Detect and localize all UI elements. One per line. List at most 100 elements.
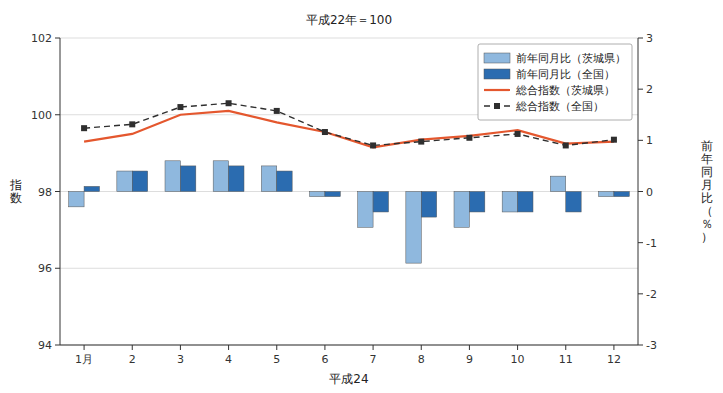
bar [69,192,84,207]
line-series [81,100,617,148]
x-tick [228,345,229,350]
bar [421,192,436,218]
x-tick-label: 12 [607,353,621,366]
y2-tick [638,242,643,243]
marker [515,131,521,137]
y2-tick [638,140,643,141]
y-tick [55,268,60,269]
x-tick-label: 1月 [75,353,93,366]
bar [599,192,614,197]
marker [129,121,135,127]
x-tick-label: 10 [511,353,525,366]
marker [322,129,328,135]
y-tick [55,114,60,115]
y2-axis-label-line: 同 [701,165,713,179]
y-tick-label: 100 [31,109,52,122]
legend-label: 総合指数（茨城県） [515,84,615,97]
x-tick-label: 7 [370,353,377,366]
bar [502,192,517,212]
x-tick [517,345,518,350]
x-tick [132,345,133,350]
bar-series [69,161,614,263]
y2-tick [638,38,643,39]
bar [454,192,469,228]
y-tick [55,38,60,39]
y-tick-label: 96 [38,262,52,275]
x-tick [373,345,374,350]
y2-tick-label: -2 [646,288,657,301]
marker [177,104,183,110]
x-tick-label: 5 [273,353,280,366]
bar [261,166,276,192]
y2-tick [638,345,643,346]
x-tick [565,345,566,350]
x-tick-label: 8 [418,353,425,366]
grid-line [60,38,638,39]
y-tick-label: 102 [31,32,52,45]
marker [563,142,569,148]
legend-swatch [484,89,510,91]
marker [274,108,280,114]
legend-marker [494,103,500,109]
y2-tick-label: 3 [646,32,653,45]
bar [566,192,581,212]
marker [611,137,617,143]
y2-axis-label-line: 月 [701,178,713,192]
y-tick [55,345,60,346]
marker [370,142,376,148]
plot-area [69,100,630,263]
marker [418,139,424,145]
y2-axis-label-line: ％ [701,217,713,231]
y-axis-label-line: 数 [10,191,22,205]
bar [132,171,147,191]
y2-axis-label-line: 前 [701,139,713,153]
grid [60,38,638,345]
bar [614,192,629,197]
bar [310,192,325,197]
marker [81,125,87,131]
bar [550,176,565,191]
y2-tick [638,293,643,294]
bar [373,192,388,212]
y2-tick-label: 1 [646,134,653,147]
grid-line [60,345,638,346]
x-axis-label: 平成24 [329,372,368,386]
bar [277,171,292,191]
y2-axis-label-line: （ [701,204,713,218]
x-tick [613,345,614,350]
bar [469,192,484,212]
bar [325,192,340,197]
y2-axis-label: 前年同月比（％） [701,139,713,244]
y2-tick [638,89,643,90]
bar [165,161,180,192]
y-tick-label: 98 [38,186,52,199]
x-tick [469,345,470,350]
x-tick-label: 2 [129,353,136,366]
legend-label: 前年同月比（茨城県） [516,52,626,65]
y-axis-label-line: 指 [9,178,22,192]
x-tick-label: 3 [177,353,184,366]
marker [226,100,232,106]
legend-box [478,44,632,120]
x-tick [324,345,325,350]
bar [406,192,421,264]
x-tick-label: 4 [225,353,232,366]
axes: 949698100102-3-2-101231月23456789101112 [31,32,657,366]
legend-label: 前年同月比（全国） [516,68,615,81]
legend-label: 総合指数（全国） [515,100,604,113]
bar [84,186,99,191]
y2-axis-label-line: 比 [701,191,713,205]
x-tick [84,345,85,350]
x-tick [276,345,277,350]
bar [117,171,132,191]
x-tick-label: 6 [321,353,328,366]
legend: 前年同月比（茨城県） 前年同月比（全国） 総合指数（茨城県） 総合指数（全国） [478,44,632,120]
legend-swatch [484,69,510,79]
x-tick [421,345,422,350]
y2-axis-label-line: 年 [701,152,713,166]
y-tick-label: 94 [38,339,52,352]
x-axis-line [60,345,638,346]
bar [518,192,533,212]
y2-tick-label: -1 [646,237,657,250]
x-tick-label: 9 [466,353,473,366]
